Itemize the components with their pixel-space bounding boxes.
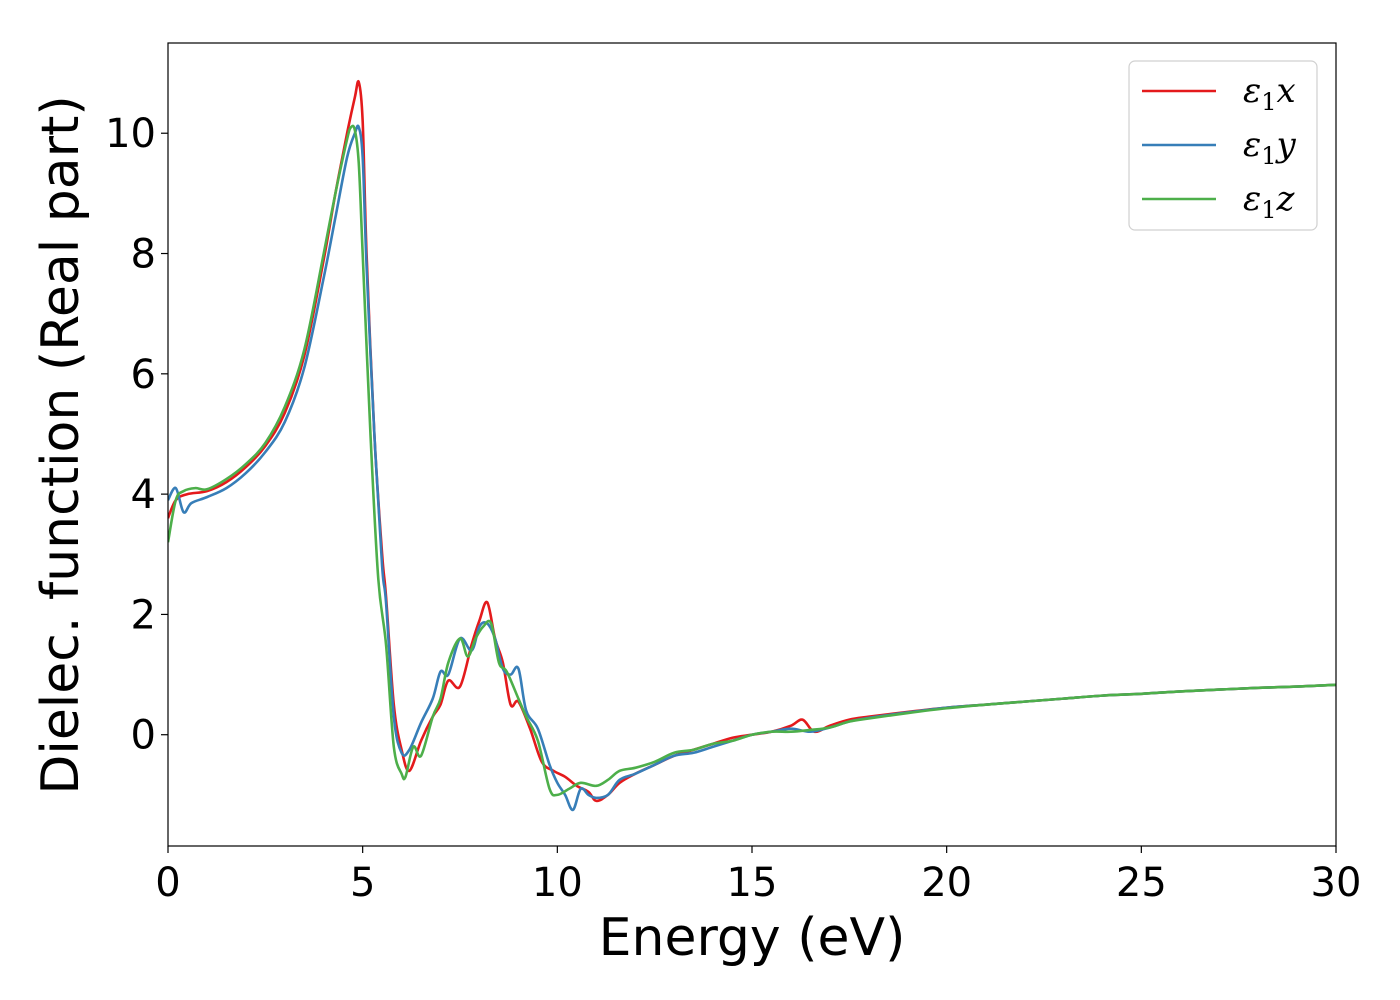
y-tick-label: 0 xyxy=(131,713,156,759)
legend-label-x: ε1x xyxy=(1243,71,1296,116)
x-tick-label: 25 xyxy=(1116,860,1167,906)
legend: ε1x ε1y ε1z xyxy=(1128,60,1318,231)
y-tick-label: 8 xyxy=(131,232,156,278)
y-tick-label: 6 xyxy=(131,352,156,398)
y-tick-label: 4 xyxy=(131,472,156,518)
y-axis-label: Dielec. function (Real part) xyxy=(31,95,91,794)
y-tick-label: 10 xyxy=(105,111,156,157)
x-tick-label: 15 xyxy=(727,860,778,906)
plot-area xyxy=(167,42,1337,847)
x-tick-label: 20 xyxy=(921,860,972,906)
y-axis-ticks: 0 2 4 6 8 10 xyxy=(105,111,168,759)
series-lines xyxy=(168,79,1336,812)
legend-label-z: ε1z xyxy=(1243,179,1296,224)
series-line-z xyxy=(168,124,1336,797)
x-tick-label: 5 xyxy=(350,860,375,906)
x-tick-label: 0 xyxy=(155,860,180,906)
legend-label-y: ε1y xyxy=(1243,125,1297,170)
y-tick-label: 2 xyxy=(131,592,156,638)
x-axis-label: Energy (eV) xyxy=(599,908,906,968)
x-axis-ticks: 0 5 10 15 20 25 30 xyxy=(155,846,1361,906)
x-tick-label: 30 xyxy=(1311,860,1362,906)
x-tick-label: 10 xyxy=(532,860,583,906)
legend-frame xyxy=(1128,60,1318,231)
